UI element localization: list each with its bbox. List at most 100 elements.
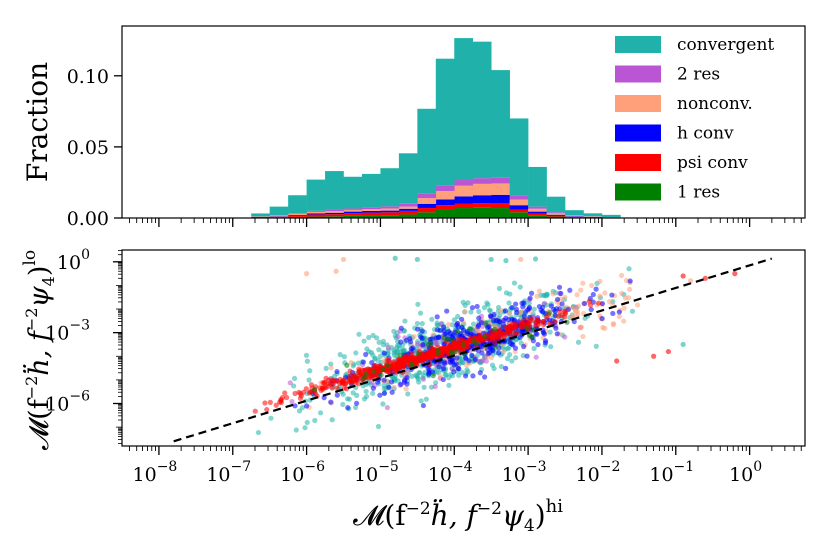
scatter-point-convergent (304, 358, 311, 364)
scatter-point-convergent (355, 360, 362, 366)
scatter-point-nonconv- (550, 291, 556, 297)
scatter-point-h-conv (403, 337, 410, 343)
scatter-point-h-conv (436, 364, 442, 370)
scatter-point-convergent (304, 419, 310, 426)
scatter-point-h-conv (627, 278, 633, 284)
scatter-outlier (651, 353, 657, 359)
scatter-point-h-conv (321, 395, 327, 401)
x-tick-label: 100 (729, 459, 762, 486)
bar-h-conv-8 (398, 208, 418, 211)
scatter-point-convergent (507, 352, 513, 358)
scatter-point-psi-conv (330, 378, 336, 384)
scatter-point-1-res (449, 337, 455, 343)
scatter-point-psi-conv (386, 357, 392, 364)
scatter-point-nonconv- (578, 324, 585, 330)
scatter-point-psi-conv (503, 331, 510, 337)
scatter-point-convergent (255, 429, 262, 436)
scatter-point-convergent (509, 358, 515, 364)
scatter-point-h-conv (360, 359, 367, 365)
bar-convergent-17 (565, 210, 584, 216)
scatter-point-2-res (385, 345, 391, 351)
scatter-point-convergent (375, 423, 382, 430)
scatter-point-1-res (546, 310, 553, 316)
scatter-point-convergent (381, 382, 387, 389)
scatter-outlier (340, 256, 347, 263)
bar-nonconv--4 (325, 211, 344, 213)
scatter-point-psi-conv (587, 298, 593, 304)
bar-psi-conv-7 (380, 212, 400, 216)
bar-h-conv-6 (361, 210, 381, 213)
scatter-point-psi-conv (376, 368, 382, 374)
scatter-point-psi-conv (278, 399, 284, 406)
scatter-point-h-conv (444, 308, 450, 314)
scatter-point-psi-conv (555, 313, 562, 319)
scatter-point-convergent (416, 379, 422, 385)
scatter-point-1-res (455, 328, 461, 334)
scatter-point-convergent (344, 396, 351, 402)
scatter-point-h-conv (503, 365, 509, 371)
scatter-point-h-conv (478, 320, 485, 326)
bar-h-conv-10 (435, 199, 455, 206)
scatter-point-convergent (414, 320, 421, 327)
scatter-point-convergent (291, 383, 297, 389)
scatter-outlier (414, 256, 420, 263)
scatter-point-psi-conv (525, 321, 531, 327)
scatter-point-convergent (318, 410, 324, 416)
scatter-point-h-conv (408, 346, 414, 352)
bar-nonconv--12 (472, 183, 492, 196)
scatter-point-psi-conv (264, 406, 270, 413)
bar-1-res-11 (454, 208, 474, 218)
scatter-point-psi-conv (498, 331, 504, 337)
scatter-point-convergent (380, 401, 386, 407)
scatter-point-psi-conv (329, 385, 335, 391)
scatter-point-convergent (306, 377, 312, 383)
scatter-point-psi-conv (552, 319, 558, 325)
scatter-point-convergent (296, 408, 303, 414)
scatter-point-h-conv (553, 325, 559, 331)
scatter-point-nonconv- (506, 311, 512, 317)
scatter-point-convergent (419, 320, 425, 327)
scatter-point-psi-conv (397, 357, 403, 363)
scatter-point-psi-conv (595, 300, 602, 306)
scatter-point-h-conv (610, 310, 616, 317)
scatter-point-1-res (409, 361, 415, 367)
scatter-point-h-conv (386, 384, 392, 390)
scatter-point-nonconv- (501, 348, 507, 354)
scatter-point-h-conv (381, 377, 387, 383)
scatter-point-nonconv- (430, 332, 436, 338)
scatter-point-h-conv (559, 301, 565, 307)
bar-convergent-18 (583, 213, 603, 217)
scatter-point-h-conv (375, 379, 381, 385)
scatter-point-psi-conv (306, 390, 313, 396)
bar-nonconv--8 (398, 206, 418, 209)
bar-convergent-5 (343, 176, 363, 209)
scatter-point-convergent (291, 375, 298, 382)
scatter-point-nonconv- (403, 386, 409, 392)
scatter-point-nonconv- (622, 295, 628, 301)
legend-swatch-nonconv- (615, 95, 661, 112)
bar-h-conv-12 (472, 195, 492, 204)
scatter-point-1-res (371, 369, 377, 375)
scatter-point-1-res (441, 335, 447, 341)
scatter-point-1-res (428, 340, 434, 346)
scatter-point-convergent (433, 380, 439, 386)
scatter-point-psi-conv (297, 395, 304, 401)
scatter-outlier (392, 255, 398, 261)
scatter-point-convergent (504, 355, 511, 362)
scatter-point-convergent (341, 354, 348, 360)
scatter-xlabel: 𝓜(f−2ḧ, f−2ψ4)hi (353, 496, 563, 536)
scatter-point-h-conv (474, 303, 480, 310)
bar-1-res-16 (546, 216, 566, 218)
scatter-point-nonconv- (621, 305, 627, 311)
scatter-point-nonconv- (498, 307, 504, 314)
scatter-point-h-conv (442, 360, 448, 367)
scatter-point-h-conv (593, 286, 599, 292)
bar-convergent-9 (417, 108, 437, 194)
scatter-point-h-conv (521, 343, 527, 350)
scatter-point-nonconv- (578, 287, 584, 293)
scatter-point-psi-conv (452, 344, 458, 350)
bar-h-conv-7 (380, 210, 400, 213)
scatter-point-h-conv (502, 308, 509, 314)
scatter-point-convergent (456, 372, 462, 378)
scatter-point-psi-conv (313, 391, 319, 397)
